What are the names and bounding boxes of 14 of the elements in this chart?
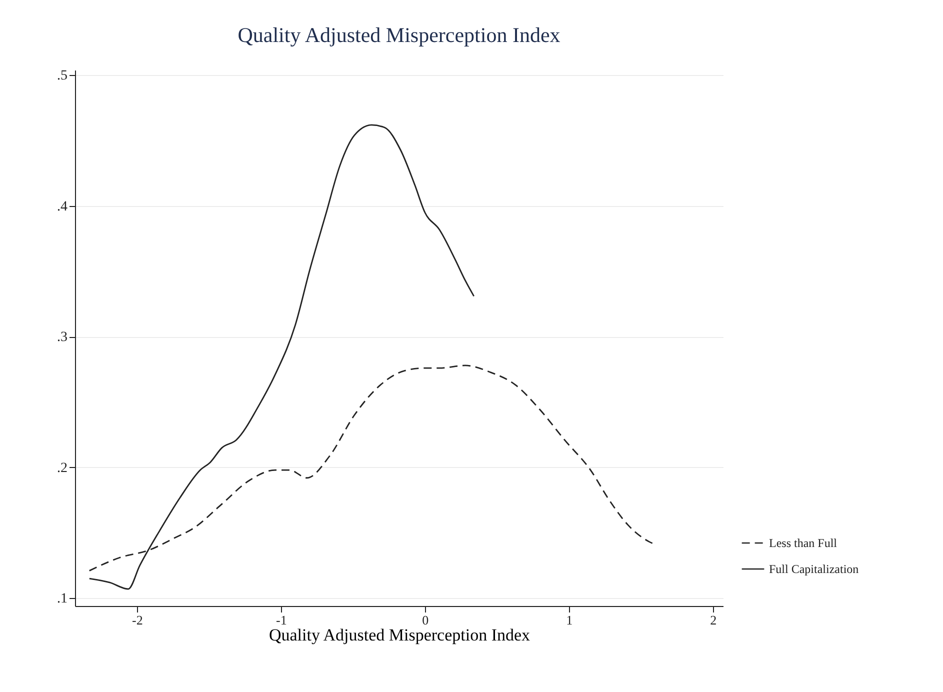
x-tick-label: -2: [132, 612, 143, 628]
x-tick-label: -1: [276, 612, 287, 628]
x-tick-label: 0: [422, 612, 429, 628]
y-tick-label: .5: [57, 68, 68, 84]
x-tick-label: 2: [710, 612, 717, 628]
y-tick-label: .4: [57, 199, 68, 214]
y-tick-label: .2: [57, 460, 68, 476]
x-axis-title: Quality Adjusted Misperception Index: [268, 626, 531, 644]
x-tick-label: 1: [566, 612, 573, 628]
y-tick-label: .1: [57, 592, 68, 607]
legend-label: Less than Full: [769, 536, 838, 550]
chart-title: Quality Adjusted Misperception Index: [238, 23, 561, 48]
y-tick-label: .3: [57, 330, 68, 346]
legend-label: Full Capitalization: [769, 562, 859, 576]
